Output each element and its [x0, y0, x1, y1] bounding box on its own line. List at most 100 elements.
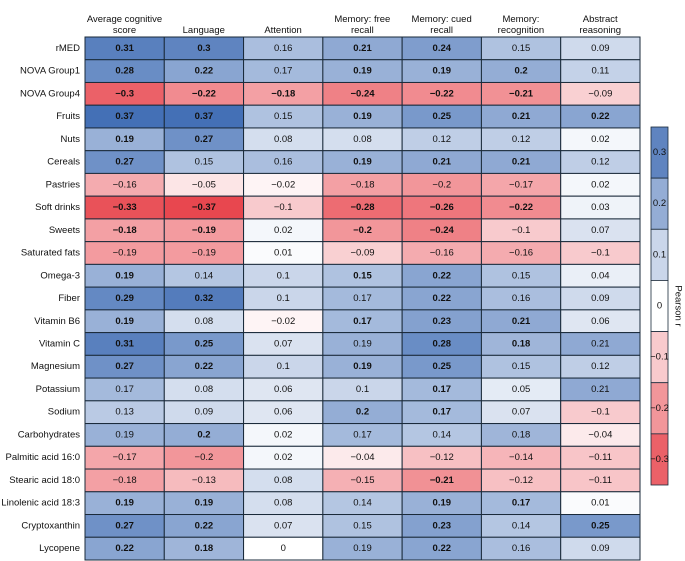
- cell-label: −0.15: [350, 475, 374, 486]
- row-label: NOVA Group4: [20, 88, 80, 99]
- cell-label: 0.02: [274, 452, 293, 463]
- cell-label: 0.17: [353, 429, 372, 440]
- cell-label: 0.01: [274, 248, 293, 259]
- column-label: Average cognitive score: [86, 14, 163, 36]
- row-label: Sweets: [49, 225, 80, 236]
- cell-label: −0.19: [192, 248, 216, 259]
- cell-label: 0.11: [591, 66, 609, 77]
- cell-label: 0.15: [512, 361, 531, 372]
- cell-label: 0.07: [274, 520, 293, 531]
- cell-label: −0.04: [588, 429, 612, 440]
- row-label: Linolenic acid 18:3: [1, 498, 80, 509]
- colorbar-label: Pearson r: [672, 285, 683, 326]
- cell-label: 0.17: [353, 293, 372, 304]
- cell-label: 0.19: [195, 498, 214, 509]
- column-label: Abstract reasoning: [579, 14, 622, 36]
- cell-label: −0.1: [274, 202, 293, 213]
- cell-label: 0.06: [591, 316, 610, 327]
- row-label: Vitamin C: [39, 338, 80, 349]
- cell-label: 0.09: [195, 407, 214, 418]
- column-label: Memory: free recall: [334, 14, 391, 36]
- cell-label: 0.22: [195, 66, 214, 77]
- cell-label: −0.21: [509, 88, 534, 99]
- cell-label: 0.25: [433, 111, 452, 122]
- cell-label: −0.09: [588, 88, 612, 99]
- cell-label: 0.19: [115, 134, 134, 145]
- cell-label: 0.32: [195, 293, 214, 304]
- cell-label: −0.2: [353, 225, 372, 236]
- cell-label: 0.08: [195, 316, 214, 327]
- cell-label: 0.09: [591, 43, 610, 54]
- cell-label: 0.31: [115, 338, 134, 349]
- cell-label: −0.1: [512, 225, 531, 236]
- row-label: Potassium: [36, 384, 80, 395]
- row-label: Vitamin B6: [34, 316, 80, 327]
- cell-label: 0.1: [277, 270, 290, 281]
- cell-label: 0.19: [353, 66, 372, 77]
- cell-label: −0.22: [192, 88, 216, 99]
- cell-label: 0.24: [433, 43, 452, 54]
- colorbar-tick-label: −0.1: [650, 352, 669, 363]
- cell-label: 0.13: [115, 407, 134, 418]
- cell-label: 0.21: [512, 157, 531, 168]
- cell-label: 0.08: [195, 384, 214, 395]
- cell-label: 0.15: [353, 270, 372, 281]
- cell-label: 0.12: [591, 157, 610, 168]
- row-label: Saturated fats: [21, 248, 80, 259]
- cell-label: 0.02: [591, 134, 610, 145]
- colorbar-tick-label: 0: [657, 301, 662, 312]
- cell-label: −0.26: [430, 202, 454, 213]
- cell-label: 0.19: [353, 111, 372, 122]
- cell-label: 0.19: [353, 361, 372, 372]
- cell-label: 0.22: [591, 111, 610, 122]
- cell-label: −0.1: [591, 407, 610, 418]
- cell-label: 0.19: [433, 498, 452, 509]
- cell-label: 0.02: [591, 179, 610, 190]
- cell-label: 0.16: [274, 43, 293, 54]
- column-label: Language: [182, 25, 225, 36]
- cell-label: 0.2: [514, 66, 527, 77]
- cell-label: −0.05: [192, 179, 216, 190]
- cell-label: −0.02: [271, 316, 295, 327]
- cell-label: 0.16: [512, 543, 531, 554]
- cell-label: 0.17: [115, 384, 134, 395]
- row-label: Fruits: [56, 111, 80, 122]
- cell-label: 0.2: [356, 407, 369, 418]
- cell-label: 0.18: [512, 429, 531, 440]
- cell-label: 0.25: [195, 338, 214, 349]
- cell-label: 0.14: [353, 498, 372, 509]
- cell-label: 0.18: [195, 543, 214, 554]
- row-label: rMED: [56, 43, 80, 54]
- cell-label: 0.18: [512, 338, 531, 349]
- cell-label: 0.17: [353, 316, 372, 327]
- cell-label: 0.16: [274, 157, 293, 168]
- cell-label: −0.17: [509, 179, 533, 190]
- cell-label: 0.29: [115, 293, 134, 304]
- cell-label: −0.16: [113, 179, 137, 190]
- cell-label: 0.22: [433, 293, 452, 304]
- row-label: Soft drinks: [35, 202, 80, 213]
- cell-label: 0.09: [591, 543, 610, 554]
- column-label: Memory: recognition: [497, 14, 545, 36]
- cell-label: 0.21: [512, 316, 531, 327]
- cell-label: 0.1: [356, 384, 369, 395]
- cell-label: 0.15: [353, 520, 372, 531]
- cell-label: −0.18: [113, 475, 137, 486]
- cell-label: 0.37: [195, 111, 214, 122]
- cell-label: −0.24: [350, 88, 375, 99]
- row-label: Sodium: [48, 407, 80, 418]
- cell-label: 0.17: [433, 407, 452, 418]
- cell-label: 0.27: [115, 361, 134, 372]
- cell-label: 0.19: [353, 543, 372, 554]
- cell-label: 0.19: [353, 338, 372, 349]
- cell-label: 0.3: [197, 43, 210, 54]
- cell-label: 0.17: [274, 66, 293, 77]
- cell-label: 0.16: [512, 293, 531, 304]
- cell-label: −0.22: [509, 202, 533, 213]
- colorbar-tick-label: 0.3: [653, 147, 666, 158]
- cell-label: 0.25: [591, 520, 610, 531]
- cell-label: 0.14: [195, 270, 214, 281]
- cell-label: 0.21: [433, 157, 452, 168]
- cell-label: −0.18: [271, 88, 295, 99]
- cell-label: −0.13: [192, 475, 216, 486]
